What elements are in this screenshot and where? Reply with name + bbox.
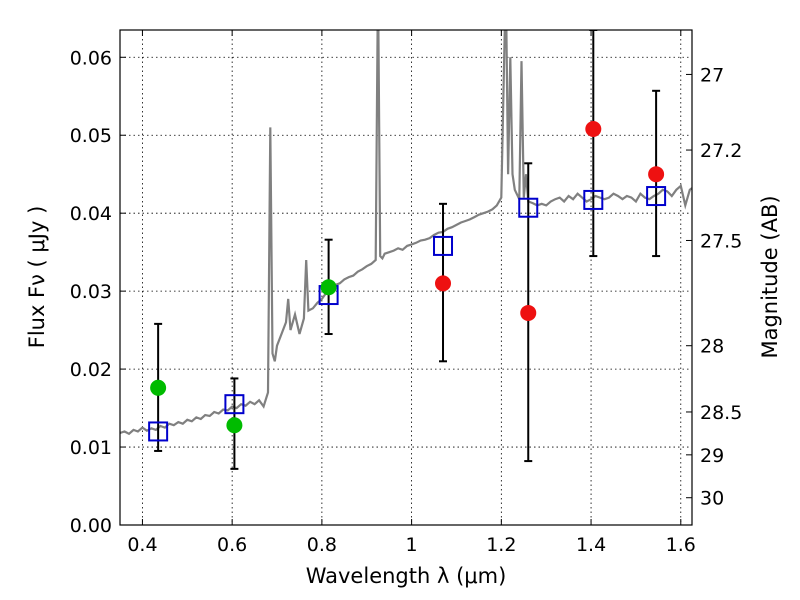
model-point	[583, 189, 604, 210]
x-tick-label: 0.6	[217, 534, 247, 556]
y-axis-label: Flux Fν ( μJy )	[25, 206, 49, 349]
x-axis: 0.4 0.6 0.8 1 1.2 1.4 1.6	[127, 30, 696, 556]
right-axis: 27 27.2 27.5 28 28.5 29 30	[686, 64, 742, 510]
grid-lines	[120, 30, 692, 526]
model-point	[646, 186, 667, 207]
model-point	[433, 235, 454, 256]
right-tick-label: 28	[700, 336, 724, 358]
x-tick-label: 1	[406, 534, 418, 556]
right-tick-label: 28.5	[700, 402, 742, 424]
x-tick-label: 1.2	[486, 534, 516, 556]
plot-area	[120, 30, 692, 470]
y-tick-label: 0.06	[70, 47, 112, 69]
model-point	[224, 394, 245, 415]
model-points	[148, 186, 667, 442]
right-axis-label: Magnitude (AB)	[758, 195, 782, 358]
right-tick-label: 30	[700, 488, 724, 510]
x-tick-label: 1.6	[666, 534, 696, 556]
red-point	[648, 166, 665, 183]
right-tick-label: 29	[700, 445, 724, 467]
y-tick-label: 0.03	[70, 281, 112, 303]
spectrum-line	[120, 30, 692, 436]
green-point	[150, 379, 167, 396]
x-axis-label: Wavelength λ (μm)	[306, 564, 507, 588]
y-axis: 0.00 0.01 0.02 0.03 0.04 0.05 0.06	[70, 47, 126, 537]
y-tick-label: 0.00	[70, 515, 112, 537]
x-tick-label: 1.4	[576, 534, 606, 556]
model-point	[518, 197, 539, 218]
red-point	[585, 121, 602, 137]
y-tick-label: 0.04	[70, 203, 112, 225]
model-point	[148, 421, 169, 442]
red-points	[435, 121, 665, 321]
plot-frame	[119, 29, 693, 526]
y-tick-label: 0.01	[70, 437, 112, 459]
y-tick-label: 0.05	[70, 125, 112, 147]
red-point	[435, 275, 452, 292]
green-points	[150, 279, 337, 434]
x-tick-label: 0.4	[127, 534, 157, 556]
red-point	[520, 304, 537, 321]
green-point	[320, 279, 337, 296]
right-tick-label: 27.2	[700, 140, 742, 162]
y-tick-label: 0.02	[70, 359, 112, 381]
error-bars	[154, 30, 661, 470]
x-tick-label: 0.8	[307, 534, 337, 556]
right-tick-label: 27.5	[700, 230, 742, 252]
right-tick-label: 27	[700, 64, 724, 86]
green-point	[226, 417, 243, 434]
